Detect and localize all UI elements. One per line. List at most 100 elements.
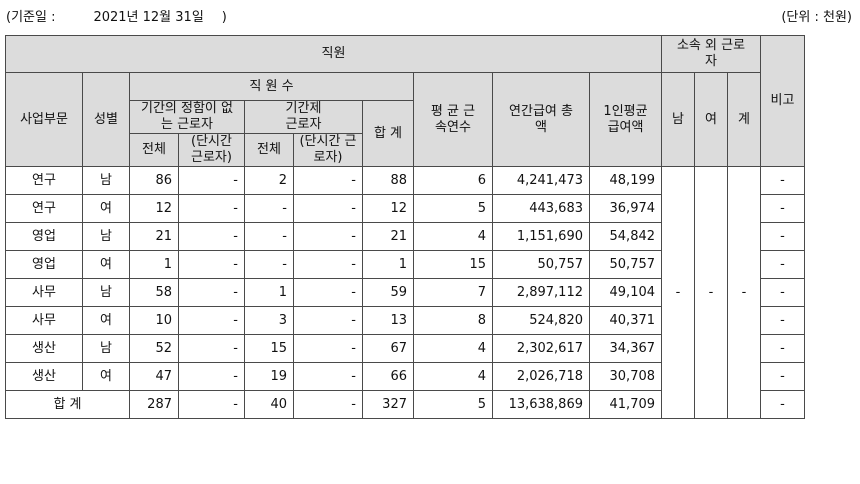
cell-division: 영업 — [5, 222, 83, 251]
cell-tenure: 5 — [413, 194, 493, 223]
cell-avg-pay: 30,708 — [588, 362, 663, 391]
cell-cont-part: - — [293, 166, 363, 195]
cell-cont-part: - — [293, 334, 363, 363]
cell-cont-all: 1 — [244, 278, 294, 307]
cell-remark: - — [760, 390, 806, 419]
cell-remark: - — [760, 278, 806, 307]
cell-tenure: 4 — [413, 334, 493, 363]
cell-annual-pay: 50,757 — [492, 250, 590, 279]
cell-remark: - — [760, 194, 806, 223]
cell-avg-pay: 40,371 — [588, 306, 663, 335]
table-row: 영업 남 21 - - - 21 4 1,151,690 54,842 - — [5, 222, 806, 251]
table-caption: (기준일 : 2021년 12월 31일) (단위 : 천원) — [6, 6, 852, 25]
cell-cont-all: 3 — [244, 306, 294, 335]
cell-perm-part: - — [178, 306, 245, 335]
cell-cont-part: - — [293, 306, 363, 335]
cell-tenure: 4 — [413, 222, 493, 251]
table-row: 생산 남 52 - 15 - 67 4 2,302,617 34,367 - — [5, 334, 806, 363]
header-cont-all: 전체 — [244, 133, 294, 167]
cell-gender: 남 — [82, 278, 130, 307]
cell-total: 67 — [362, 334, 414, 363]
cell-remark: - — [760, 334, 806, 363]
cell-division: 연구 — [5, 166, 83, 195]
header-employees: 직원 — [4, 35, 663, 73]
cell-cont-all: - — [244, 222, 294, 251]
cell-avg-pay: 50,757 — [588, 250, 663, 279]
cell-perm-part: - — [178, 390, 245, 419]
cell-perm-all: 52 — [129, 334, 179, 363]
header-outside-workers: 소속 외 근로자 — [661, 35, 762, 73]
cell-cont-part: - — [293, 222, 363, 251]
header-remarks: 비고 — [760, 35, 806, 167]
cell-cont-part: - — [293, 362, 363, 391]
base-date: (기준일 : 2021년 12월 31일) — [6, 6, 227, 25]
cell-cont-all: 19 — [244, 362, 294, 391]
cell-gender: 남 — [82, 334, 130, 363]
header-total-count: 합 계 — [362, 100, 414, 167]
cell-total: 327 — [362, 390, 414, 419]
cell-avg-pay: 48,199 — [588, 166, 663, 195]
header-avg-pay: 1인평균 급여액 — [588, 72, 663, 167]
cell-gender: 남 — [82, 166, 130, 195]
header-gender: 성별 — [82, 72, 130, 167]
cell-total: 59 — [362, 278, 414, 307]
cell-division: 사무 — [5, 306, 83, 335]
cell-total: 13 — [362, 306, 414, 335]
table-row: 연구 남 86 - 2 - 88 6 4,241,473 48,199 - - … — [5, 166, 806, 419]
cell-avg-pay: 41,709 — [588, 390, 663, 419]
cell-cont-part: - — [293, 194, 363, 223]
cell-annual-pay: 2,897,112 — [492, 278, 590, 307]
cell-division: 영업 — [5, 250, 83, 279]
cell-perm-all: 86 — [129, 166, 179, 195]
cell-cont-all: 2 — [244, 166, 294, 195]
cell-annual-pay: 524,820 — [492, 306, 590, 335]
cell-total: 66 — [362, 362, 414, 391]
cell-perm-part: - — [178, 166, 245, 195]
cell-tenure: 15 — [413, 250, 493, 279]
header-annual-pay: 연간급여 총 액 — [492, 72, 590, 167]
cell-perm-part: - — [178, 362, 245, 391]
cell-remark: - — [760, 306, 806, 335]
cell-gender: 여 — [82, 194, 130, 223]
cell-gender: 여 — [82, 362, 130, 391]
base-date-value: 2021년 12월 31일 — [93, 10, 204, 25]
cell-annual-pay: 2,026,718 — [492, 362, 590, 391]
cell-cont-part: - — [293, 390, 363, 419]
cell-remark: - — [760, 362, 806, 391]
header-perm-part: (단시간 근로자) — [178, 133, 245, 167]
cell-outside-male: - — [661, 166, 696, 419]
cell-cont-all: - — [244, 250, 294, 279]
cell-cont-all: 15 — [244, 334, 294, 363]
header-outside-female: 여 — [694, 72, 729, 167]
header-outside-sum: 계 — [727, 72, 762, 167]
cell-annual-pay: 2,302,617 — [492, 334, 590, 363]
cell-cont-part: - — [293, 278, 363, 307]
cell-remark: - — [760, 222, 806, 251]
cell-avg-pay: 54,842 — [588, 222, 663, 251]
cell-perm-all: 58 — [129, 278, 179, 307]
employee-table: 직원 소속 외 근로자 비고 사업부문 성별 직 원 수 평 균 근속연수 연간… — [4, 35, 806, 419]
cell-gender: 여 — [82, 250, 130, 279]
cell-annual-pay: 4,241,473 — [492, 166, 590, 195]
base-date-label: (기준일 : — [6, 10, 56, 25]
cell-tenure: 6 — [413, 166, 493, 195]
cell-total: 21 — [362, 222, 414, 251]
cell-perm-all: 12 — [129, 194, 179, 223]
cell-perm-all: 287 — [129, 390, 179, 419]
header-cont-part: (단시간 근로자) — [293, 133, 363, 167]
cell-total: 1 — [362, 250, 414, 279]
cell-division: 연구 — [5, 194, 83, 223]
header-avg-tenure: 평 균 근속연수 — [413, 72, 493, 167]
cell-perm-part: - — [178, 334, 245, 363]
cell-avg-pay: 34,367 — [588, 334, 663, 363]
header-permanent: 기간의 정함이 없는 근로자 — [129, 100, 245, 134]
cell-annual-pay: 13,638,869 — [492, 390, 590, 419]
total-row: 합 계 287 - 40 - 327 5 13,638,869 41,709 - — [5, 390, 806, 419]
header-perm-all: 전체 — [129, 133, 179, 167]
cell-outside-female: - — [694, 166, 729, 419]
cell-tenure: 8 — [413, 306, 493, 335]
cell-annual-pay: 443,683 — [492, 194, 590, 223]
header-outside-male: 남 — [661, 72, 696, 167]
cell-total-label: 합 계 — [5, 390, 130, 419]
cell-division: 생산 — [5, 334, 83, 363]
